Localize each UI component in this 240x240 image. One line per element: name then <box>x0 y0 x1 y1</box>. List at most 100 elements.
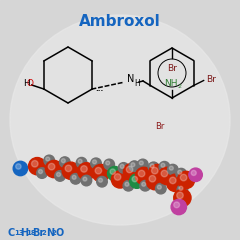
Circle shape <box>16 164 21 169</box>
Circle shape <box>149 175 156 182</box>
Text: 2: 2 <box>177 84 181 90</box>
Circle shape <box>29 157 46 175</box>
Circle shape <box>48 163 55 170</box>
Circle shape <box>177 171 195 189</box>
Circle shape <box>120 164 124 168</box>
Circle shape <box>45 160 63 178</box>
Text: O: O <box>27 79 34 89</box>
Circle shape <box>123 180 134 191</box>
Circle shape <box>72 175 76 179</box>
Circle shape <box>44 155 54 166</box>
Text: Br: Br <box>32 228 44 238</box>
Circle shape <box>108 167 122 181</box>
Circle shape <box>150 164 154 168</box>
Text: ···: ··· <box>95 88 103 94</box>
Circle shape <box>13 161 28 176</box>
Circle shape <box>114 174 121 180</box>
Circle shape <box>168 164 178 175</box>
Circle shape <box>56 173 60 176</box>
Circle shape <box>76 157 87 168</box>
Circle shape <box>92 164 109 182</box>
Circle shape <box>157 185 161 189</box>
Circle shape <box>31 161 38 167</box>
Circle shape <box>37 168 47 178</box>
Text: Br: Br <box>206 75 216 84</box>
Circle shape <box>146 173 163 190</box>
Circle shape <box>139 161 143 165</box>
Circle shape <box>118 163 129 173</box>
Text: Br: Br <box>155 122 165 131</box>
Circle shape <box>177 185 188 195</box>
Circle shape <box>135 167 153 185</box>
Circle shape <box>138 170 145 177</box>
Circle shape <box>97 176 107 187</box>
Text: O: O <box>56 228 64 238</box>
Text: N: N <box>46 228 54 238</box>
Circle shape <box>179 186 183 190</box>
Circle shape <box>91 158 101 168</box>
Circle shape <box>38 170 42 174</box>
Circle shape <box>83 177 87 181</box>
Circle shape <box>149 164 166 182</box>
Circle shape <box>126 166 133 173</box>
Circle shape <box>55 171 65 181</box>
Circle shape <box>169 177 176 184</box>
Circle shape <box>60 157 70 168</box>
Circle shape <box>106 161 110 165</box>
Text: 2: 2 <box>42 230 47 236</box>
Circle shape <box>178 170 182 174</box>
Circle shape <box>148 162 159 173</box>
Text: 2: 2 <box>52 230 57 236</box>
Circle shape <box>171 199 186 215</box>
Circle shape <box>176 168 186 179</box>
Circle shape <box>138 159 148 170</box>
Circle shape <box>129 161 140 171</box>
Circle shape <box>180 174 187 181</box>
Circle shape <box>161 163 165 167</box>
Circle shape <box>46 157 50 161</box>
Circle shape <box>189 168 202 181</box>
Circle shape <box>161 170 168 177</box>
Text: C: C <box>8 228 15 238</box>
Text: NH: NH <box>164 79 178 89</box>
Text: H: H <box>23 79 30 89</box>
Circle shape <box>123 163 141 180</box>
Circle shape <box>81 175 92 186</box>
Circle shape <box>95 167 102 174</box>
Circle shape <box>191 170 196 175</box>
Circle shape <box>167 174 184 192</box>
Circle shape <box>111 171 129 188</box>
Circle shape <box>142 182 146 186</box>
Text: 18: 18 <box>26 230 36 236</box>
Circle shape <box>159 162 170 172</box>
Circle shape <box>98 178 102 182</box>
Circle shape <box>62 162 79 180</box>
Circle shape <box>151 167 158 174</box>
Circle shape <box>130 174 144 188</box>
Circle shape <box>78 159 82 163</box>
Circle shape <box>92 160 96 164</box>
Circle shape <box>131 163 135 167</box>
Circle shape <box>65 165 72 172</box>
Text: N: N <box>127 74 134 84</box>
Circle shape <box>174 189 191 206</box>
Circle shape <box>104 159 114 170</box>
Ellipse shape <box>10 15 230 225</box>
Text: H: H <box>134 78 140 88</box>
Circle shape <box>177 192 183 199</box>
Circle shape <box>78 163 95 180</box>
Circle shape <box>156 183 166 194</box>
Text: Ambroxol: Ambroxol <box>79 14 161 29</box>
Circle shape <box>169 166 173 170</box>
Circle shape <box>140 180 150 191</box>
Text: H: H <box>20 228 28 238</box>
Text: Br: Br <box>167 64 177 73</box>
Circle shape <box>174 202 180 208</box>
Circle shape <box>110 169 115 174</box>
Text: 13: 13 <box>14 230 24 236</box>
Circle shape <box>125 182 129 186</box>
Circle shape <box>158 167 175 185</box>
Circle shape <box>70 174 81 184</box>
Circle shape <box>132 176 138 182</box>
Circle shape <box>61 159 65 163</box>
